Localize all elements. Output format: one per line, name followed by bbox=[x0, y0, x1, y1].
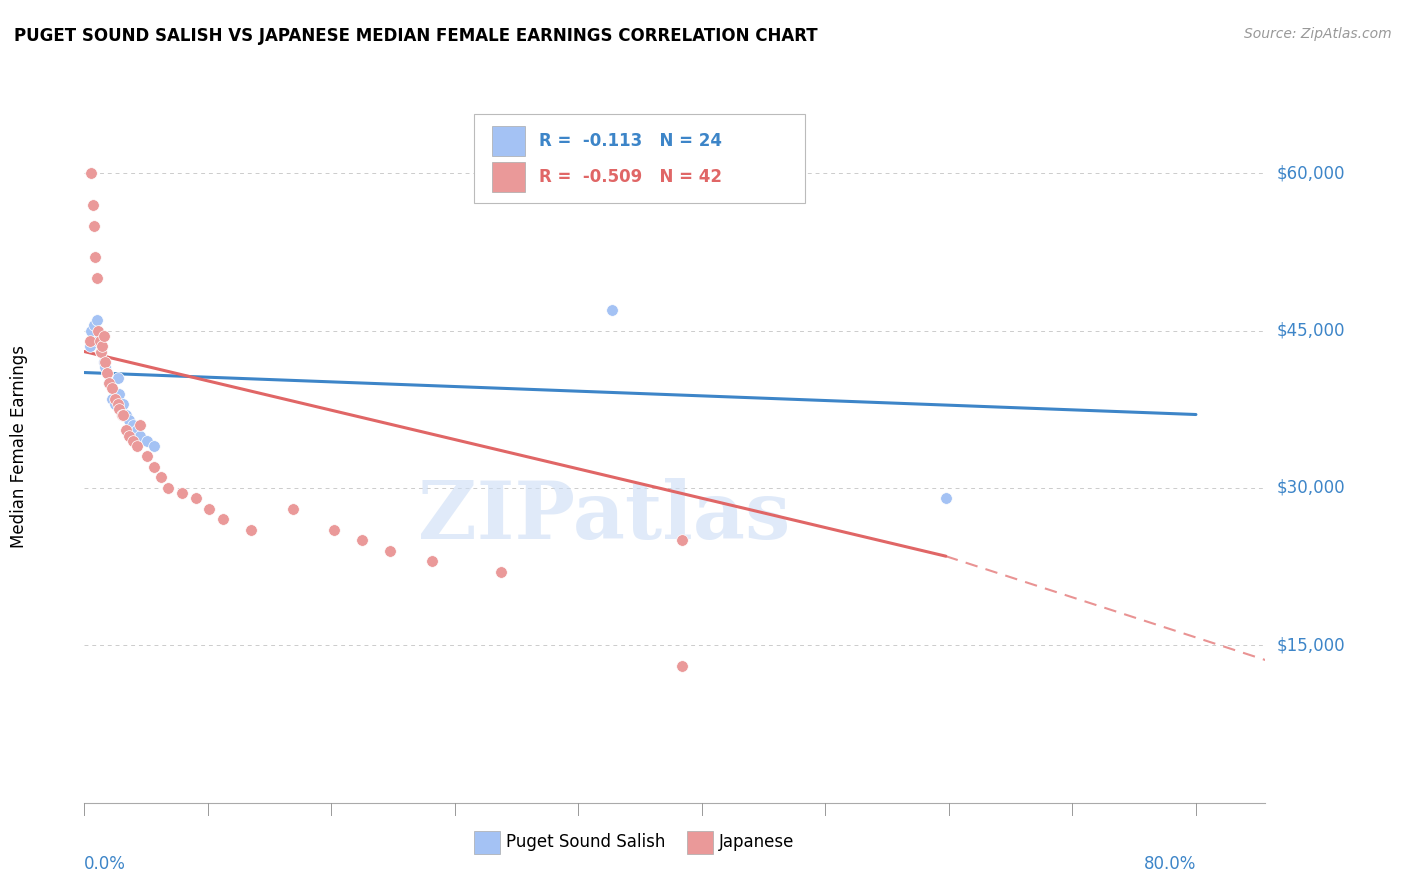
FancyBboxPatch shape bbox=[492, 161, 524, 192]
Point bbox=[87, 334, 110, 348]
Point bbox=[82, 197, 104, 211]
Text: Puget Sound Salish: Puget Sound Salish bbox=[506, 833, 665, 851]
Point bbox=[378, 544, 401, 558]
Point bbox=[101, 381, 124, 395]
Point bbox=[96, 366, 118, 380]
Text: ZIPatlas: ZIPatlas bbox=[418, 478, 790, 557]
Text: 0.0%: 0.0% bbox=[84, 855, 127, 873]
Point bbox=[96, 366, 118, 380]
Point bbox=[112, 408, 135, 422]
Point bbox=[127, 439, 149, 453]
Point bbox=[87, 324, 110, 338]
Point bbox=[602, 302, 624, 317]
Point bbox=[129, 428, 152, 442]
FancyBboxPatch shape bbox=[474, 114, 804, 203]
Point bbox=[671, 533, 693, 548]
Point bbox=[489, 565, 512, 579]
Point bbox=[108, 386, 131, 401]
Point bbox=[135, 434, 157, 448]
Point bbox=[94, 355, 117, 369]
Point bbox=[104, 392, 127, 406]
Point bbox=[108, 402, 131, 417]
Point bbox=[86, 271, 108, 285]
Point bbox=[184, 491, 207, 506]
Point bbox=[129, 417, 152, 432]
Point bbox=[98, 376, 121, 390]
Point bbox=[89, 334, 111, 348]
Point bbox=[79, 334, 101, 348]
Point bbox=[671, 659, 693, 673]
Text: Source: ZipAtlas.com: Source: ZipAtlas.com bbox=[1244, 27, 1392, 41]
FancyBboxPatch shape bbox=[474, 831, 501, 855]
Text: $30,000: $30,000 bbox=[1277, 479, 1346, 497]
Text: $60,000: $60,000 bbox=[1277, 164, 1346, 182]
Point bbox=[240, 523, 263, 537]
Text: 80.0%: 80.0% bbox=[1143, 855, 1197, 873]
Point bbox=[80, 324, 103, 338]
Point bbox=[170, 486, 193, 500]
Point bbox=[142, 460, 165, 475]
Text: $45,000: $45,000 bbox=[1277, 321, 1346, 340]
Point bbox=[135, 450, 157, 464]
Point bbox=[83, 219, 105, 233]
Point bbox=[112, 397, 135, 411]
Point bbox=[420, 554, 443, 568]
Point bbox=[93, 355, 115, 369]
Point bbox=[935, 491, 957, 506]
Point bbox=[111, 408, 134, 422]
Point bbox=[101, 392, 124, 406]
Point bbox=[122, 434, 145, 448]
Point bbox=[86, 313, 108, 327]
Point bbox=[94, 360, 117, 375]
Text: R =  -0.113   N = 24: R = -0.113 N = 24 bbox=[538, 132, 723, 150]
Point bbox=[90, 344, 112, 359]
Point bbox=[115, 408, 138, 422]
Point bbox=[98, 376, 121, 390]
Point bbox=[142, 439, 165, 453]
Point bbox=[115, 423, 138, 437]
Point bbox=[90, 344, 112, 359]
Point bbox=[104, 397, 127, 411]
Point bbox=[118, 413, 141, 427]
Point bbox=[118, 428, 141, 442]
Point bbox=[323, 523, 346, 537]
Point bbox=[352, 533, 374, 548]
FancyBboxPatch shape bbox=[492, 126, 524, 156]
Point bbox=[127, 423, 149, 437]
Point bbox=[122, 417, 145, 432]
Point bbox=[83, 318, 105, 333]
Point bbox=[156, 481, 179, 495]
Point bbox=[107, 397, 129, 411]
Text: PUGET SOUND SALISH VS JAPANESE MEDIAN FEMALE EARNINGS CORRELATION CHART: PUGET SOUND SALISH VS JAPANESE MEDIAN FE… bbox=[14, 27, 818, 45]
Point bbox=[80, 166, 103, 180]
Point bbox=[107, 371, 129, 385]
Point bbox=[281, 502, 304, 516]
Point bbox=[198, 502, 221, 516]
Text: Median Female Earnings: Median Female Earnings bbox=[10, 344, 28, 548]
Point bbox=[79, 339, 101, 353]
Point bbox=[91, 339, 114, 353]
Text: Japanese: Japanese bbox=[718, 833, 794, 851]
FancyBboxPatch shape bbox=[686, 831, 713, 855]
Point bbox=[149, 470, 172, 484]
Text: R =  -0.509   N = 42: R = -0.509 N = 42 bbox=[538, 168, 723, 186]
Point bbox=[212, 512, 235, 526]
Point bbox=[84, 250, 107, 264]
Point bbox=[93, 328, 115, 343]
Text: $15,000: $15,000 bbox=[1277, 636, 1346, 655]
